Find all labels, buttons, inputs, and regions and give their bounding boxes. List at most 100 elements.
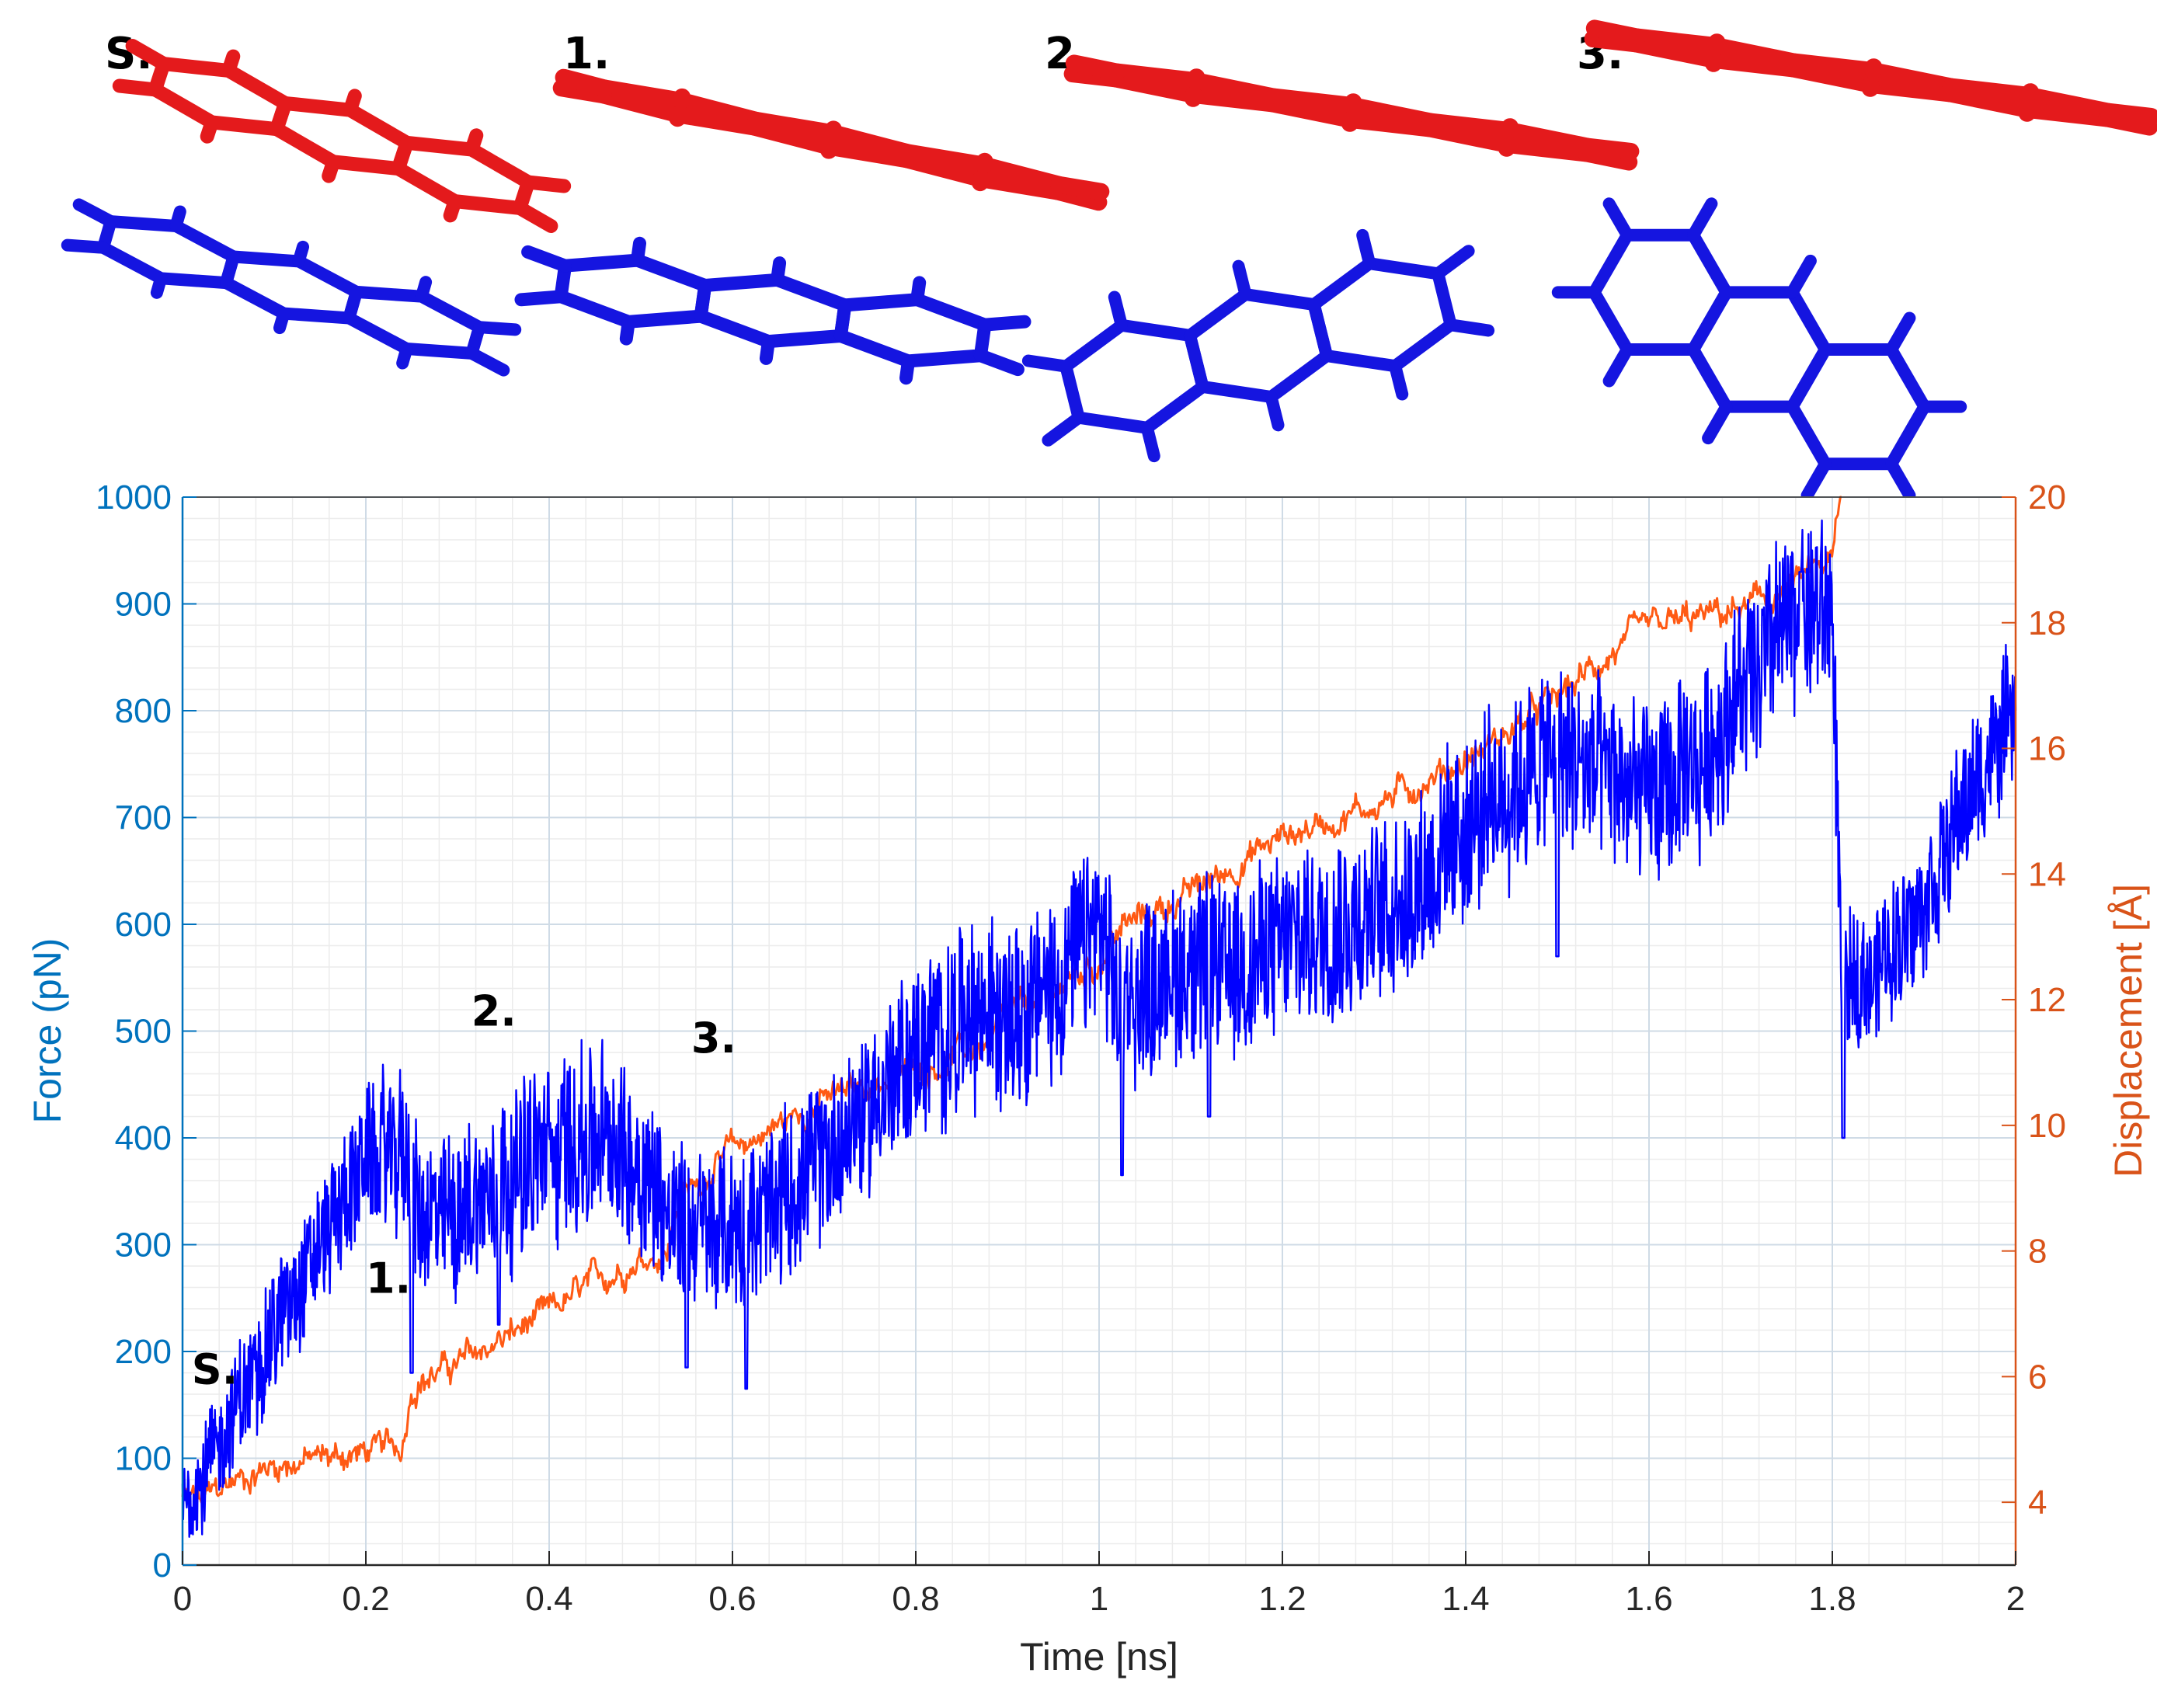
right-tick-label: 6 bbox=[2028, 1358, 2047, 1396]
left-tick-label: 700 bbox=[115, 799, 172, 837]
top-1-bond-h bbox=[971, 170, 990, 192]
bottom-s-bond-h bbox=[415, 276, 433, 303]
right-tick-label: 18 bbox=[2028, 604, 2066, 642]
left-axis-ticks: 0 100 200 300 400 500 600 700 800 900 1000 bbox=[96, 478, 197, 1585]
top-3-bond-h bbox=[2018, 100, 2037, 122]
left-axis-title: Force (pN) bbox=[26, 938, 69, 1124]
bottom-3-bond-h bbox=[1786, 254, 1817, 299]
top-s-bond-h bbox=[521, 175, 572, 193]
right-tick-label: 20 bbox=[2028, 478, 2066, 517]
right-tick-label: 14 bbox=[2028, 855, 2066, 893]
x-tick-label: 0.2 bbox=[342, 1580, 389, 1618]
x-tick-label: 0 bbox=[173, 1580, 192, 1618]
left-tick-label: 500 bbox=[115, 1013, 172, 1051]
top-2-bond-h bbox=[1187, 68, 1205, 90]
bottom-3-molecule bbox=[1551, 197, 1967, 502]
top-s-bond-h bbox=[322, 155, 341, 183]
molecule-bottom-2 bbox=[1021, 228, 1495, 463]
bottom-s-ring bbox=[96, 215, 240, 290]
x-tick-label: 1.8 bbox=[1808, 1580, 1856, 1618]
molecule-top-2 bbox=[1063, 54, 1640, 171]
left-tick-label: 200 bbox=[115, 1333, 172, 1371]
x-tick-label: 1 bbox=[1090, 1580, 1108, 1618]
bottom-1-ring bbox=[833, 293, 992, 368]
molecule-panel-s: S. bbox=[61, 29, 572, 377]
x-axis-ticks: 0 0.2 0.4 0.6 0.8 1 1.2 1.4 1.6 1.8 2 bbox=[173, 1551, 2025, 1618]
plot-annotations: S. 1. 2. 3. bbox=[192, 987, 736, 1394]
right-tick-label: 8 bbox=[2028, 1233, 2047, 1271]
plot-annotation: 3. bbox=[691, 1014, 736, 1063]
molecule-bottom-1 bbox=[514, 236, 1032, 385]
bottom-3-bond-h bbox=[1885, 311, 1916, 356]
bottom-2-bond-h bbox=[1356, 228, 1376, 270]
top-3-bond-h bbox=[1585, 19, 1646, 46]
top-2-bond-h bbox=[1498, 135, 1516, 157]
bottom-2-ring bbox=[1307, 257, 1457, 373]
top-2-bond-h bbox=[1185, 85, 1202, 107]
bottom-s-ring bbox=[343, 285, 486, 360]
top-s-bond-h bbox=[125, 39, 171, 71]
top-s-bond-h bbox=[443, 194, 462, 223]
molecule-bottom-3 bbox=[1551, 197, 1967, 502]
bottom-s-bond-h bbox=[473, 321, 522, 336]
molecule-panel-2: 2. bbox=[1021, 29, 1640, 463]
x-tick-label: 1.4 bbox=[1442, 1580, 1489, 1618]
bottom-1-bond-h bbox=[631, 236, 646, 267]
x-tick-label: 1.6 bbox=[1625, 1580, 1672, 1618]
bottom-s-bond-h bbox=[465, 346, 510, 377]
left-tick-label: 0 bbox=[153, 1546, 172, 1585]
bottom-2-ring bbox=[1059, 318, 1209, 434]
top-2-molecule bbox=[1063, 54, 1640, 171]
left-tick-label: 400 bbox=[115, 1119, 172, 1157]
top-2-bond-h bbox=[1065, 54, 1125, 81]
chart: 0 0.2 0.4 0.6 0.8 1 1.2 1.4 1.6 1.8 2 010020030040… bbox=[26, 478, 2150, 1678]
molecule-panel-3: 3. bbox=[1551, 19, 2157, 502]
molecule-top-1 bbox=[552, 68, 1110, 211]
plot-annotation: 1. bbox=[366, 1254, 411, 1303]
molecule-top-s bbox=[112, 39, 572, 233]
top-1-bond-h bbox=[555, 68, 614, 97]
top-s-bond-h bbox=[513, 200, 558, 233]
bottom-1-bond-h bbox=[910, 276, 927, 307]
bottom-1-molecule bbox=[514, 236, 1032, 385]
bottom-3-bond-h bbox=[1687, 197, 1718, 242]
top-3-bond-h bbox=[2099, 103, 2157, 125]
bottom-s-bond-h bbox=[273, 307, 290, 335]
bottom-2-molecule bbox=[1021, 228, 1495, 463]
bottom-1-bond-h bbox=[759, 335, 775, 365]
force-series bbox=[181, 519, 2017, 1538]
bottom-s-bond-h bbox=[292, 240, 309, 268]
bottom-2-bond-h bbox=[1021, 354, 1073, 373]
top-s-ring bbox=[270, 96, 414, 176]
top-s-molecule bbox=[112, 39, 572, 233]
left-tick-label: 600 bbox=[115, 906, 172, 944]
top-s-bond-h bbox=[200, 115, 219, 144]
x-tick-label: 1.2 bbox=[1258, 1580, 1306, 1618]
right-tick-label: 16 bbox=[2028, 730, 2066, 768]
force-line bbox=[181, 519, 2017, 1538]
bottom-1-bond-h bbox=[771, 256, 787, 287]
bottom-2-bond-h bbox=[1232, 259, 1252, 301]
top-2-bond-h bbox=[1501, 118, 1519, 140]
bottom-3-ring bbox=[1786, 343, 1931, 471]
bottom-2-bond-h bbox=[1432, 245, 1475, 280]
top-2-bond-h bbox=[1344, 93, 1362, 115]
molecule-panel-1: 1. bbox=[514, 29, 1110, 385]
bottom-1-ring bbox=[694, 273, 852, 349]
bottom-2-bond-h bbox=[1389, 360, 1409, 401]
bottom-1-bond-h bbox=[973, 349, 1025, 377]
top-2-bond-h bbox=[1341, 110, 1359, 132]
bottom-s-molecule bbox=[61, 198, 522, 377]
bottom-s-bond-h bbox=[150, 272, 168, 299]
bottom-s-bond-h bbox=[396, 343, 413, 370]
top-s-bond-h bbox=[464, 128, 484, 157]
top-s-bond-h bbox=[343, 89, 362, 117]
top-s-bond-h bbox=[112, 78, 162, 97]
right-tick-label: 10 bbox=[2028, 1107, 2066, 1145]
right-tick-label: 4 bbox=[2028, 1484, 2047, 1522]
bottom-s-ring bbox=[220, 250, 363, 325]
left-tick-label: 800 bbox=[115, 692, 172, 730]
top-3-molecule bbox=[1584, 19, 2157, 136]
top-1-molecule bbox=[552, 68, 1110, 211]
